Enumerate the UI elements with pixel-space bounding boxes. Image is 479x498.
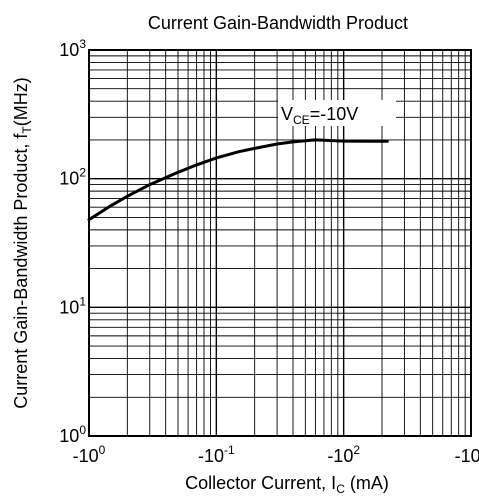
annotation-vce: VCE=-10V <box>281 104 358 127</box>
chart-title: Current Gain-Bandwidth Product <box>148 13 408 33</box>
y-tick-base: 10 <box>59 297 79 317</box>
series-line <box>87 138 389 222</box>
x-tick-label: -103 <box>455 443 479 466</box>
y-tick-exponent: 2 <box>79 166 86 180</box>
x-tick-base: -10 <box>327 446 353 466</box>
series-layer <box>87 138 389 222</box>
y-axis-label-subscript: T <box>20 126 34 134</box>
annotation-background <box>278 100 396 126</box>
annotation-subscript: CE <box>293 113 310 127</box>
x-tick-exponent: 2 <box>353 443 360 457</box>
y-tick-base: 10 <box>59 40 79 60</box>
y-tick-base: 10 <box>59 426 79 446</box>
x-tick-exponent: -1 <box>224 443 235 457</box>
y-tick-label: 102 <box>59 166 86 189</box>
x-axis-label-unit: (mA) <box>345 473 389 493</box>
y-axis-label: Current Gain-Bandwidth Product, fT(MHz) <box>11 77 34 408</box>
x-tick-base: -10 <box>73 446 99 466</box>
y-tick-label: 101 <box>59 294 86 317</box>
annotation-main: V <box>281 104 293 124</box>
x-tick-labels: -100-10-1-102-103 <box>73 443 479 466</box>
x-axis-label: Collector Current, IC (mA) <box>185 473 389 496</box>
x-tick-base: -10 <box>198 446 224 466</box>
x-axis-label-main: Collector Current, I <box>185 473 336 493</box>
y-axis-label-unit: (MHz) <box>11 77 31 126</box>
y-tick-exponent: 3 <box>79 37 86 51</box>
x-tick-base: -10 <box>455 446 479 466</box>
x-axis-label-subscript: C <box>336 482 345 496</box>
y-tick-label: 103 <box>59 37 86 60</box>
y-tick-label: 100 <box>59 423 86 446</box>
x-tick-label: -102 <box>327 443 360 466</box>
y-tick-exponent: 0 <box>79 423 86 437</box>
annotation-rest: =-10V <box>310 104 359 124</box>
y-tick-exponent: 1 <box>79 294 86 308</box>
y-axis-label-main: Current Gain-Bandwidth Product, f <box>11 133 31 409</box>
plot-frame <box>88 49 472 437</box>
x-tick-label: -10-1 <box>198 443 235 466</box>
x-tick-exponent: 0 <box>99 443 106 457</box>
y-tick-base: 10 <box>59 169 79 189</box>
x-tick-label: -100 <box>73 443 106 466</box>
